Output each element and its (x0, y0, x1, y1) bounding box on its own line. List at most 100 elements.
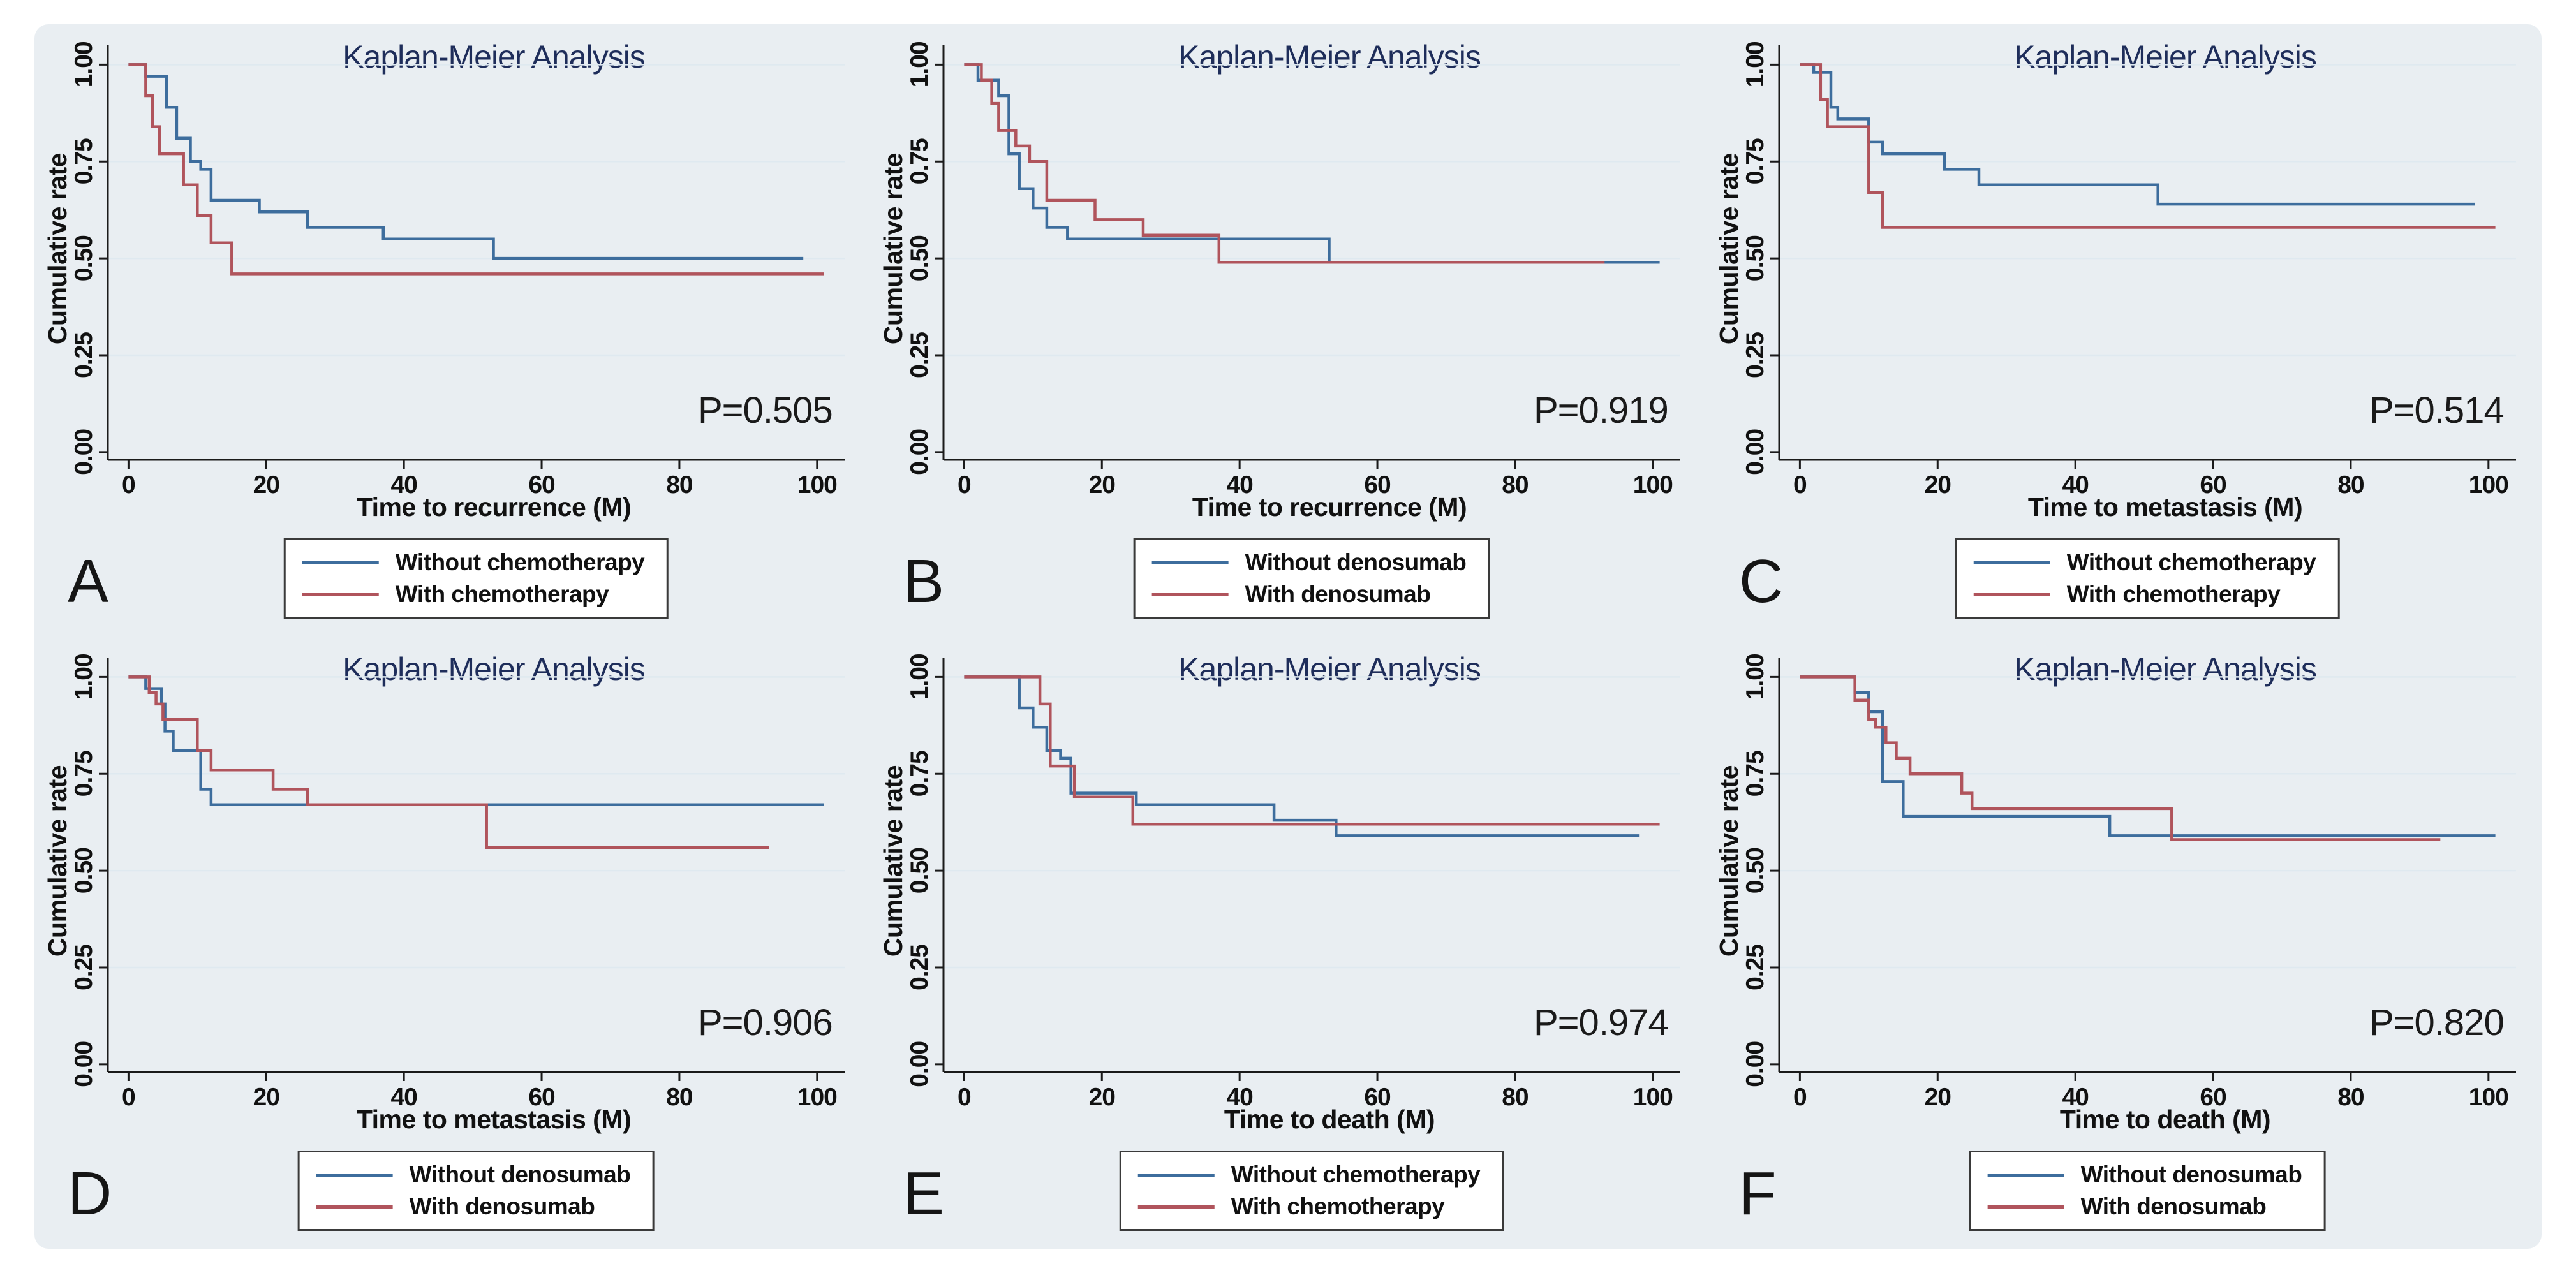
legend-row: Without chemotherapy (302, 548, 645, 577)
svg-text:0.50: 0.50 (70, 848, 98, 894)
x-axis-label: Time to death (M) (1224, 1105, 1435, 1134)
svg-text:20: 20 (1925, 1084, 1951, 1110)
legend-line-red (1973, 592, 2050, 596)
legend-row: With denosumab (1987, 1192, 2302, 1221)
legend-line-blue (302, 561, 379, 564)
legend-label: Without denosumab (2080, 1161, 2302, 1188)
legend-line-blue (1973, 561, 2050, 564)
legend-row: With chemotherapy (1973, 580, 2316, 609)
panel-letter: E (903, 1159, 945, 1228)
svg-text:0.00: 0.00 (906, 1041, 933, 1087)
svg-text:40: 40 (1226, 471, 1253, 498)
svg-text:0.50: 0.50 (906, 235, 933, 281)
svg-text:60: 60 (528, 1084, 555, 1110)
km-panel-c: Kaplan-Meier Analysis Cumulative rate 0.… (1706, 24, 2542, 636)
svg-text:0.50: 0.50 (70, 235, 98, 281)
svg-text:80: 80 (2337, 1084, 2364, 1110)
p-value: P=0.974 (1534, 1002, 1669, 1043)
legend-label: Without chemotherapy (1231, 1161, 1481, 1188)
legend-line-blue (1987, 1173, 2064, 1177)
chart-title: Kaplan-Meier Analysis (2014, 651, 2317, 687)
chart-title: Kaplan-Meier Analysis (343, 651, 646, 687)
legend: Without chemotherapy With chemotherapy (283, 538, 669, 619)
svg-text:40: 40 (390, 1084, 417, 1110)
svg-text:80: 80 (666, 471, 693, 498)
legend-line-red (1987, 1205, 2064, 1209)
svg-text:100: 100 (1633, 471, 1673, 498)
svg-text:100: 100 (2469, 471, 2508, 498)
svg-text:40: 40 (390, 471, 417, 498)
km-panel-d: Kaplan-Meier Analysis Cumulative rate 0.… (34, 636, 870, 1249)
legend: Without chemotherapy With chemotherapy (1119, 1151, 1504, 1231)
panel-letter: D (68, 1159, 112, 1228)
svg-text:0.00: 0.00 (1742, 429, 1769, 475)
svg-text:0.75: 0.75 (70, 138, 98, 184)
svg-text:0.75: 0.75 (906, 138, 933, 184)
p-value: P=0.514 (2369, 390, 2505, 431)
legend-row: Without denosumab (316, 1160, 631, 1189)
svg-text:0.25: 0.25 (906, 332, 933, 378)
svg-text:80: 80 (2337, 471, 2364, 498)
legend: Without denosumab With denosumab (297, 1151, 655, 1231)
panel-letter: C (1739, 547, 1784, 615)
panel-letter: B (903, 547, 945, 615)
km-plot: 0.00 0.25 0.50 0.75 1.00 0 20 40 60 80 100 (906, 41, 1680, 498)
legend-line-blue (1137, 1173, 1215, 1177)
km-plot: 0.00 0.25 0.50 0.75 1.00 0 20 40 60 80 100 (70, 654, 845, 1110)
x-axis-label: Time to metastasis (M) (2027, 492, 2303, 522)
svg-text:1.00: 1.00 (906, 41, 933, 87)
svg-text:1.00: 1.00 (1742, 41, 1769, 87)
svg-text:100: 100 (797, 471, 837, 498)
svg-text:1.00: 1.00 (70, 654, 98, 700)
svg-text:0: 0 (122, 471, 135, 498)
legend: Without chemotherapy With chemotherapy (1955, 538, 2340, 619)
legend: Without denosumab With denosumab (1969, 1151, 2326, 1231)
legend-row: With chemotherapy (1137, 1192, 1481, 1221)
km-panel-f: Kaplan-Meier Analysis Cumulative rate 0.… (1706, 636, 2542, 1249)
svg-text:60: 60 (528, 471, 555, 498)
svg-text:1.00: 1.00 (70, 41, 98, 87)
svg-text:0.25: 0.25 (906, 945, 933, 990)
legend-label: Without denosumab (409, 1161, 631, 1188)
svg-text:0.75: 0.75 (1742, 138, 1769, 184)
legend-label: Without denosumab (1245, 549, 1467, 575)
legend-label: Without chemotherapy (395, 549, 645, 575)
svg-text:40: 40 (1226, 1084, 1253, 1110)
km-plot: 0.00 0.25 0.50 0.75 1.00 0 20 40 60 80 100 (906, 654, 1680, 1110)
legend-line-red (302, 592, 379, 596)
x-axis-label: Time to death (M) (2059, 1105, 2271, 1134)
chart-title: Kaplan-Meier Analysis (343, 39, 646, 75)
legend-line-red (1137, 1205, 1215, 1209)
km-panel-b: Kaplan-Meier Analysis Cumulative rate 0.… (870, 24, 1706, 636)
svg-text:0.50: 0.50 (1742, 848, 1769, 894)
svg-text:0.75: 0.75 (1742, 751, 1769, 797)
km-plot: 0.00 0.25 0.50 0.75 1.00 0 20 40 60 80 100 (1742, 654, 2516, 1110)
legend-row: Without denosumab (1151, 548, 1467, 577)
chart-title: Kaplan-Meier Analysis (1178, 39, 1481, 75)
svg-text:60: 60 (2200, 1084, 2226, 1110)
x-axis-label: Time to recurrence (M) (356, 492, 632, 522)
legend-label: With denosumab (2080, 1193, 2267, 1219)
legend-line-blue (1151, 561, 1229, 564)
svg-text:0.75: 0.75 (70, 751, 98, 797)
legend: Without denosumab With denosumab (1133, 538, 1490, 619)
svg-text:60: 60 (1364, 1084, 1391, 1110)
legend-row: With denosumab (1151, 580, 1467, 609)
km-panel-e: Kaplan-Meier Analysis Cumulative rate 0.… (870, 636, 1706, 1249)
chart-title: Kaplan-Meier Analysis (2014, 39, 2317, 75)
svg-text:0: 0 (1793, 471, 1807, 498)
legend-line-red (1151, 592, 1229, 596)
legend-line-red (316, 1205, 393, 1209)
svg-text:0.00: 0.00 (906, 429, 933, 475)
svg-text:100: 100 (2469, 1084, 2508, 1110)
p-value: P=0.906 (698, 1002, 833, 1043)
svg-text:100: 100 (797, 1084, 837, 1110)
svg-text:20: 20 (1089, 1084, 1116, 1110)
svg-text:0: 0 (958, 471, 971, 498)
x-axis-label: Time to metastasis (M) (356, 1105, 632, 1134)
legend-label: With chemotherapy (2066, 581, 2281, 607)
svg-text:0.50: 0.50 (906, 848, 933, 894)
km-plot: 0.00 0.25 0.50 0.75 1.00 0 20 40 60 80 100 (1742, 41, 2516, 498)
svg-text:20: 20 (253, 1084, 280, 1110)
